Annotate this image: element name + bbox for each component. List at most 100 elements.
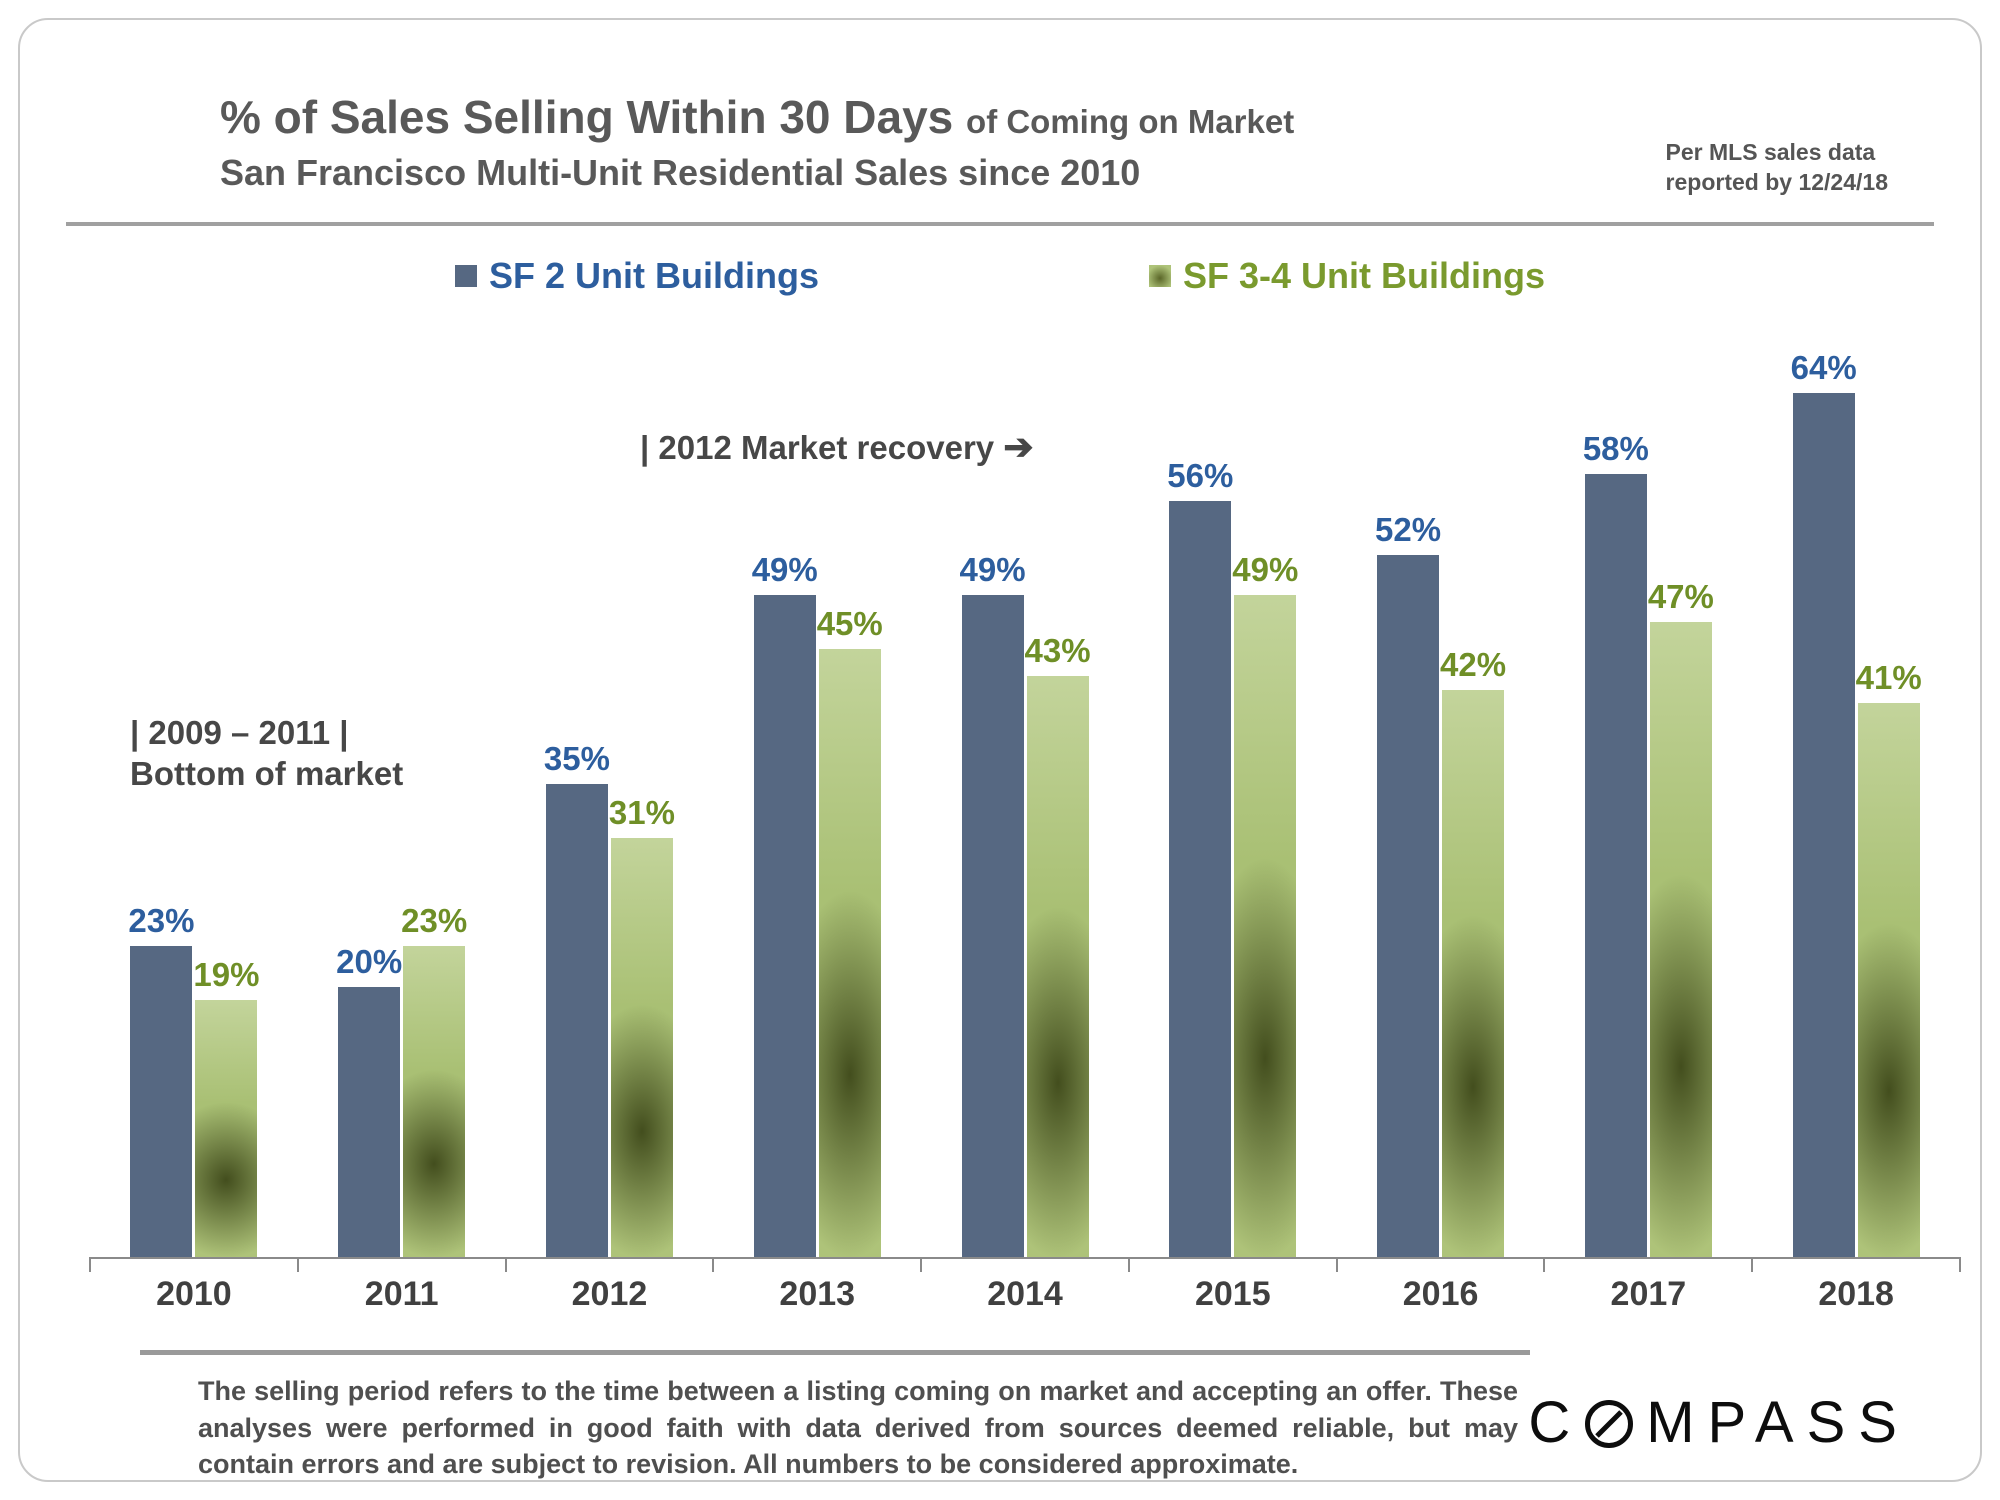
- axis-tick: [1335, 1256, 1338, 1272]
- bar-3-4unit-2012: 31%: [609, 794, 675, 1257]
- chart-card: % of Sales Selling Within 30 Days of Com…: [18, 18, 1982, 1482]
- axis-tick: [1751, 1256, 1754, 1272]
- bar-group-2010: 23% 19%: [90, 312, 298, 1257]
- bar-group-2014: 49% 43%: [921, 312, 1129, 1257]
- mls-note-line1: Per MLS sales data: [1665, 139, 1876, 165]
- header: % of Sales Selling Within 30 Days of Com…: [20, 20, 1980, 198]
- legend-item-2unit: SF 2 Unit Buildings: [454, 254, 819, 297]
- x-axis-label-2012: 2012: [571, 1274, 648, 1313]
- bar-value-label: 41%: [1855, 659, 1922, 697]
- annotation-bottom-line2: Bottom of market: [130, 755, 404, 793]
- legend-item-34unit: SF 3-4 Unit Buildings: [1148, 254, 1545, 297]
- bar-group-2017: 58% 47%: [1544, 312, 1752, 1257]
- bar-value-label: 49%: [1232, 551, 1299, 589]
- x-axis-label-2015: 2015: [1194, 1274, 1271, 1313]
- bar-group-2018: 64% 41%: [1752, 312, 1960, 1257]
- axis-tick: [920, 1256, 923, 1272]
- bar-value-label: 58%: [1582, 429, 1649, 467]
- title-main-text: % of Sales Selling Within 30 Days: [220, 91, 954, 143]
- axis-tick: [1959, 1256, 1961, 1272]
- x-axis-label-2013: 2013: [779, 1274, 856, 1313]
- footer-divider: [140, 1349, 1530, 1355]
- annotation-bottom-line1: | 2009 – 2011 |: [130, 713, 349, 751]
- page-title: % of Sales Selling Within 30 Days of Com…: [220, 91, 1295, 144]
- bar-2unit-2018: 64%: [1791, 349, 1857, 1257]
- legend-label-2unit: SF 2 Unit Buildings: [488, 254, 819, 296]
- axis-tick: [1127, 1256, 1130, 1272]
- bar-value-label: 31%: [608, 794, 675, 832]
- axis-tick: [89, 1256, 91, 1272]
- bar-2unit-2014: 49%: [959, 551, 1026, 1257]
- bar-group-2011: 20% 23%: [298, 312, 506, 1257]
- bar-3-4unit-2011: 23%: [401, 902, 467, 1257]
- compass-logo: C MPASS: [1528, 1389, 1910, 1456]
- x-axis-label-2010: 2010: [156, 1274, 232, 1313]
- header-divider: [66, 221, 1934, 226]
- bar-value-label: 19%: [193, 956, 260, 994]
- annotation-market-recovery: | 2012 Market recovery ➔: [640, 424, 1033, 469]
- x-axis-labels: 2010 2011 2012 2013 2014 2015 2016 2017 2018: [90, 1259, 1960, 1314]
- bar-3-4unit-2010: 19%: [193, 956, 259, 1257]
- bar-value-label: 47%: [1647, 578, 1714, 616]
- legend-label-34unit: SF 3-4 Unit Buildings: [1182, 254, 1545, 296]
- bar-group-2015: 56% 49%: [1129, 312, 1337, 1257]
- chart-area: | 2009 – 2011 | Bottom of market | 2012 …: [90, 312, 1960, 1257]
- x-axis-label-2018: 2018: [1818, 1274, 1894, 1313]
- logo-letters: MPASS: [1646, 1389, 1910, 1455]
- bar-3-4unit-2018: 41%: [1856, 659, 1922, 1257]
- bar-3-4unit-2013: 45%: [817, 605, 883, 1257]
- logo-needle-icon: [1595, 1410, 1624, 1439]
- bar-value-label: 45%: [816, 605, 883, 643]
- bar-group-2016: 52% 42%: [1337, 312, 1545, 1257]
- title-block: % of Sales Selling Within 30 Days of Com…: [220, 91, 1295, 198]
- x-axis-label-2016: 2016: [1402, 1274, 1479, 1313]
- plot-area: 23% 19% 20% 23% 35% 31% 49% 45% 49% 43% 56% 49% 52% 4…: [90, 312, 1960, 1257]
- right-arrow-icon: ➔: [1003, 425, 1034, 467]
- footer: The selling period refers to the time be…: [198, 1373, 1910, 1480]
- bar-2unit-2011: 20%: [336, 943, 402, 1257]
- bar-value-label: 64%: [1790, 348, 1857, 386]
- bar-value-label: 56%: [1167, 456, 1234, 494]
- mls-data-note: Per MLS sales data reported by 12/24/18: [1666, 138, 1888, 198]
- bar-value-label: 20%: [336, 942, 403, 980]
- bar-value-label: 49%: [959, 551, 1026, 589]
- bar-3-4unit-2015: 49%: [1232, 551, 1298, 1257]
- bar-2unit-2017: 58%: [1583, 430, 1649, 1257]
- x-axis-label-2017: 2017: [1610, 1274, 1687, 1313]
- bar-2unit-2013: 49%: [752, 551, 818, 1257]
- legend-swatch-blue: [454, 264, 477, 287]
- axis-tick: [712, 1256, 715, 1272]
- mls-note-line2: reported by 12/24/18: [1665, 168, 1888, 195]
- bar-2unit-2012: 35%: [544, 740, 610, 1257]
- x-axis: [89, 1256, 1961, 1272]
- axis-tick: [296, 1256, 299, 1272]
- bar-3-4unit-2014: 43%: [1024, 632, 1091, 1257]
- bar-group-2013: 49% 45%: [713, 312, 921, 1257]
- bar-group-2012: 35% 31%: [506, 312, 714, 1257]
- logo-letter: C: [1528, 1389, 1584, 1455]
- bar-value-label: 23%: [128, 902, 195, 940]
- disclaimer-text: The selling period refers to the time be…: [198, 1375, 1518, 1480]
- annotation-recovery-text: | 2012 Market recovery: [640, 428, 995, 466]
- bar-3-4unit-2016: 42%: [1440, 646, 1506, 1257]
- axis-tick: [504, 1256, 507, 1272]
- title-suffix-text: of Coming on Market: [966, 103, 1295, 140]
- logo-compass-o-icon: [1585, 1400, 1634, 1449]
- bar-2unit-2010: 23%: [128, 902, 194, 1257]
- bar-value-label: 23%: [401, 902, 468, 940]
- bar-2unit-2015: 56%: [1167, 457, 1233, 1257]
- annotation-bottom-of-market: | 2009 – 2011 | Bottom of market: [130, 712, 403, 795]
- legend-swatch-green: [1148, 264, 1171, 287]
- bar-2unit-2016: 52%: [1375, 511, 1441, 1257]
- bar-value-label: 35%: [543, 740, 610, 778]
- bar-value-label: 49%: [751, 551, 818, 589]
- bar-value-label: 43%: [1024, 632, 1091, 670]
- chart-legend: SF 2 Unit Buildings SF 3-4 Unit Building…: [20, 254, 1980, 298]
- axis-tick: [1543, 1256, 1546, 1272]
- x-axis-label-2014: 2014: [987, 1274, 1063, 1313]
- page-subtitle: San Francisco Multi-Unit Residential Sal…: [220, 151, 1141, 193]
- x-axis-label-2011: 2011: [364, 1274, 439, 1313]
- bar-3-4unit-2017: 47%: [1648, 578, 1714, 1257]
- bar-value-label: 42%: [1440, 645, 1507, 683]
